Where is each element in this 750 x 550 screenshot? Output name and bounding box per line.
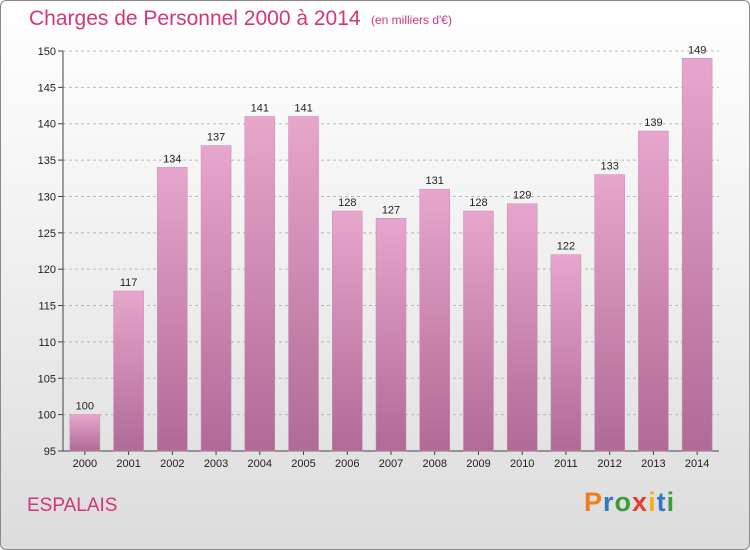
value-label-2009: 128 <box>469 197 487 209</box>
x-tick-label-2003: 2003 <box>204 458 228 470</box>
x-tick-label-2011: 2011 <box>554 458 578 470</box>
value-label-2004: 141 <box>251 102 269 114</box>
bar-2009 <box>463 210 494 452</box>
value-label-2008: 131 <box>426 175 444 187</box>
chart-title: Charges de Personnel 2000 à 2014 <box>29 7 361 30</box>
bar-2014 <box>681 58 713 452</box>
bar-2011 <box>550 254 582 452</box>
value-label-2012: 133 <box>600 161 618 173</box>
value-label-2010: 129 <box>513 190 531 202</box>
logo-letter: o <box>614 487 633 517</box>
y-tick-label: 100 <box>38 410 56 422</box>
x-tick-label-2013: 2013 <box>641 458 665 470</box>
x-tick-label-2001: 2001 <box>116 458 140 470</box>
y-tick-label: 130 <box>38 191 56 203</box>
y-tick-label: 95 <box>44 446 56 458</box>
x-tick-label-2006: 2006 <box>335 458 359 470</box>
value-label-2002: 134 <box>163 153 181 165</box>
bar-2003 <box>200 145 232 452</box>
value-label-2000: 100 <box>76 401 94 413</box>
x-tick-label-2014: 2014 <box>685 458 709 470</box>
logo-letter: i <box>648 487 657 517</box>
x-tick-label-2010: 2010 <box>510 458 534 470</box>
bar-2006 <box>332 210 363 452</box>
value-label-2001: 117 <box>120 277 138 289</box>
y-tick-label: 105 <box>38 373 56 385</box>
value-label-2005: 141 <box>294 102 312 114</box>
bar-2007 <box>375 218 407 452</box>
value-label-2007: 127 <box>382 204 400 216</box>
bar-2004 <box>244 116 276 452</box>
logo-letter: P <box>584 487 604 517</box>
bar-2005 <box>288 116 319 452</box>
y-tick-label: 135 <box>38 155 56 167</box>
y-tick-label: 115 <box>38 301 56 313</box>
bar-2010 <box>506 203 538 452</box>
logo-letter: x <box>632 487 649 517</box>
bar-2001 <box>113 290 144 452</box>
x-tick-label-2009: 2009 <box>466 458 490 470</box>
y-tick-label: 125 <box>38 228 56 240</box>
x-tick-label-2005: 2005 <box>291 458 315 470</box>
x-tick-label-2002: 2002 <box>160 458 184 470</box>
bar-2008 <box>419 188 450 452</box>
x-tick-label-2012: 2012 <box>597 458 621 470</box>
logo-letter: i <box>666 487 676 517</box>
bar-2013 <box>638 130 669 452</box>
chart-unit-note: (en milliers d'€) <box>371 13 452 27</box>
y-tick-label: 150 <box>38 46 56 58</box>
value-label-2003: 137 <box>207 132 225 144</box>
labels: 95 100 105 110 115 120 125 130 135 140 145 150 100 20… <box>38 44 710 470</box>
x-tick-label-2004: 2004 <box>248 458 272 470</box>
value-label-2011: 122 <box>557 241 575 253</box>
x-tick-label-2007: 2007 <box>379 458 403 470</box>
proxiti-logo[interactable]: Proxiti <box>584 487 675 518</box>
value-label-2006: 128 <box>338 197 356 209</box>
y-tick-label: 140 <box>38 119 56 131</box>
logo-letter: r <box>603 487 615 517</box>
x-tick-label-2008: 2008 <box>422 458 446 470</box>
bar-2012 <box>594 174 625 452</box>
logo-letter: t <box>656 487 667 517</box>
x-tick-label-2000: 2000 <box>73 458 97 470</box>
bars <box>69 58 713 452</box>
bar-2000 <box>69 414 101 452</box>
value-label-2014: 149 <box>688 44 706 56</box>
bar-2002 <box>157 167 188 452</box>
y-tick-label: 145 <box>38 82 56 94</box>
value-label-2013: 139 <box>644 117 662 129</box>
commune-name: ESPALAIS <box>27 495 118 516</box>
y-tick-label: 110 <box>38 337 56 349</box>
y-tick-label: 120 <box>38 264 56 276</box>
